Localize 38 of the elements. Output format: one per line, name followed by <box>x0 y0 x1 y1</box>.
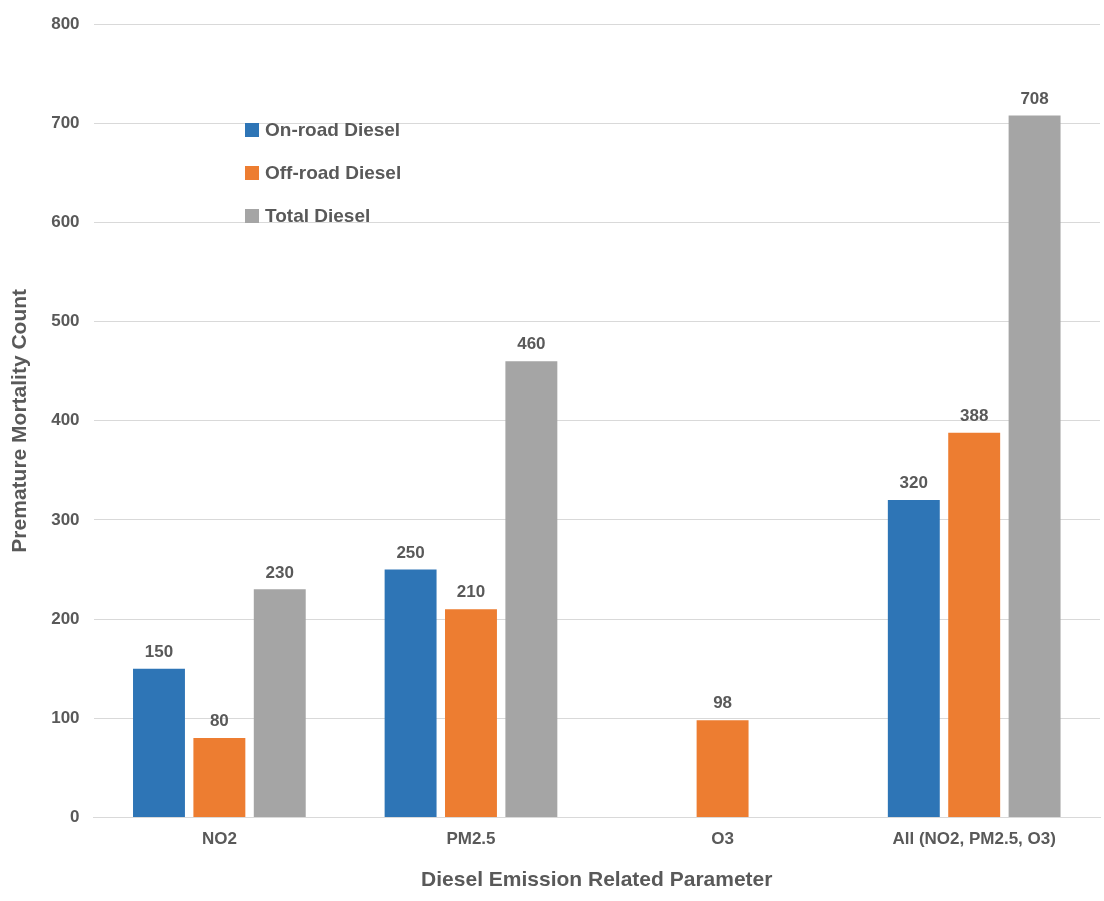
bar <box>887 500 940 817</box>
x-tick-label: NO2 <box>201 829 237 849</box>
y-tick-label: 100 <box>51 707 80 727</box>
x-tick-label: O3 <box>711 829 734 849</box>
y-tick-label: 200 <box>51 608 80 628</box>
bar <box>948 432 1001 817</box>
y-tick-label: 300 <box>51 509 80 529</box>
bar <box>253 589 306 817</box>
data-label: 210 <box>456 582 486 602</box>
y-tick-label: 600 <box>51 212 80 232</box>
legend-label: Off-road Diesel <box>265 161 402 184</box>
data-label: 708 <box>1020 88 1049 108</box>
bar <box>696 720 749 817</box>
data-label: 150 <box>144 641 174 661</box>
y-tick-label: 800 <box>51 13 80 33</box>
y-axis-title: Premature Mortality Count <box>7 288 31 553</box>
bar <box>384 569 437 817</box>
y-tick-label: 500 <box>51 311 80 331</box>
y-tick-label: 700 <box>51 113 80 133</box>
legend-label: On-road Diesel <box>265 118 401 141</box>
x-tick-label: All (NO2, PM2.5, O3) <box>892 829 1056 849</box>
bar <box>445 609 497 817</box>
data-label: 320 <box>899 473 928 493</box>
legend-label: Total Diesel <box>265 204 371 227</box>
bar <box>193 738 246 817</box>
x-tick-label: PM2.5 <box>446 829 496 849</box>
data-label: 80 <box>209 711 229 731</box>
y-tick-label: 400 <box>51 410 80 430</box>
data-label: 98 <box>713 693 733 713</box>
bar <box>133 668 185 817</box>
y-tick-label: 0 <box>70 807 80 827</box>
bar <box>505 361 558 817</box>
x-axis-title: Diesel Emission Related Parameter <box>421 867 773 891</box>
data-label: 250 <box>396 542 425 562</box>
data-label: 460 <box>517 334 546 354</box>
bar <box>1008 115 1061 817</box>
data-label: 230 <box>265 562 294 582</box>
data-label: 388 <box>960 405 989 425</box>
